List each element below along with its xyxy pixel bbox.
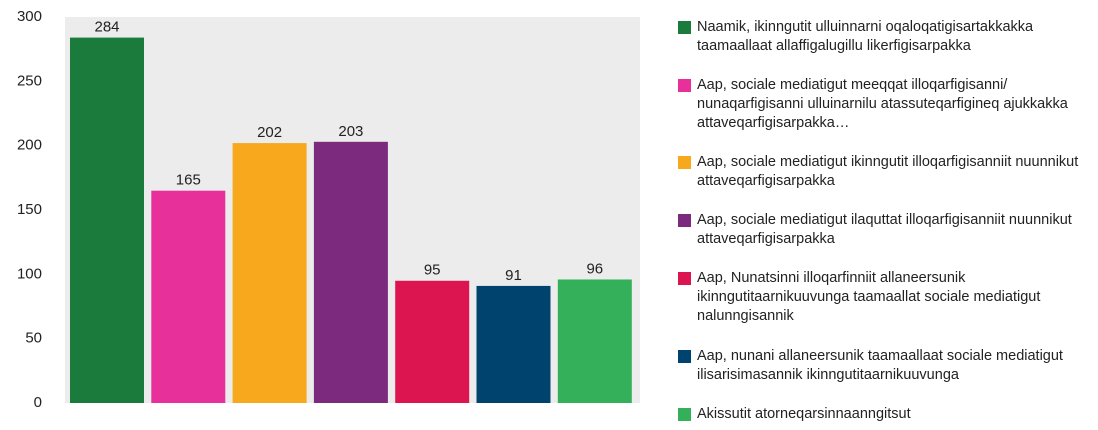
data-label: 284 bbox=[94, 19, 119, 36]
legend-label: Aap, sociale mediatigut ilaquttat illoqa… bbox=[697, 212, 1072, 247]
y-tick-label: 200 bbox=[17, 137, 42, 154]
y-tick-label: 100 bbox=[17, 265, 42, 282]
legend-entry: Aap, nunani allaneersunik taamaallaat so… bbox=[678, 347, 1093, 385]
legend-swatch bbox=[678, 272, 691, 285]
plot: 0 50 100 150 200 250 300 284 165 202 203 95 91 96 bbox=[17, 8, 640, 411]
data-label: 203 bbox=[338, 123, 363, 140]
legend-entry: Naamik, ikinngutit ulluinnarni oqaloqati… bbox=[678, 18, 1093, 56]
data-label: 165 bbox=[176, 172, 201, 189]
bar bbox=[395, 280, 470, 403]
legend-entry: Aap, sociale mediatigut ilaquttat illoqa… bbox=[678, 211, 1093, 249]
legend-swatch bbox=[678, 408, 691, 421]
legend-entry: Aap, Nunatsinni illoqarfinniit allaneers… bbox=[678, 269, 1093, 326]
data-label: 202 bbox=[257, 124, 282, 141]
legend-swatch bbox=[678, 156, 691, 169]
legend-label: Akissutit atorneqarsinnaanngitsut bbox=[697, 406, 911, 422]
bar bbox=[313, 141, 388, 403]
y-tick-label: 250 bbox=[17, 72, 42, 89]
legend-label: Aap, Nunatsinni illoqarfinniit allaneers… bbox=[697, 270, 1041, 324]
legend-label: Naamik, ikinngutit ulluinnarni oqaloqati… bbox=[697, 19, 1034, 54]
bar bbox=[476, 285, 551, 403]
y-tick-label: 0 bbox=[34, 394, 42, 411]
bar bbox=[232, 143, 307, 404]
legend-swatch bbox=[678, 79, 691, 92]
y-tick-label: 50 bbox=[25, 330, 42, 347]
legend-entry: Aap, sociale mediatigut meeqqat illoqarf… bbox=[678, 76, 1093, 133]
bar bbox=[557, 279, 632, 403]
y-tick-label: 150 bbox=[17, 201, 42, 218]
bar bbox=[151, 190, 226, 403]
legend-label: Aap, sociale mediatigut ikinngutit illoq… bbox=[697, 154, 1079, 189]
data-label: 91 bbox=[505, 267, 522, 284]
y-tick-label: 300 bbox=[17, 8, 42, 25]
data-label: 96 bbox=[586, 260, 603, 277]
legend-entry: Akissutit atorneqarsinnaanngitsut bbox=[678, 405, 1093, 424]
legend-swatch bbox=[678, 214, 691, 227]
legend-entry: Aap, sociale mediatigut ikinngutit illoq… bbox=[678, 153, 1093, 191]
legend-swatch bbox=[678, 21, 691, 34]
data-label: 95 bbox=[424, 262, 441, 279]
legend-label: Aap, sociale mediatigut meeqqat illoqarf… bbox=[697, 77, 1068, 131]
legend-label: Aap, nunani allaneersunik taamaallaat so… bbox=[697, 348, 1063, 383]
bar bbox=[70, 37, 144, 403]
legend-swatch bbox=[678, 350, 691, 363]
